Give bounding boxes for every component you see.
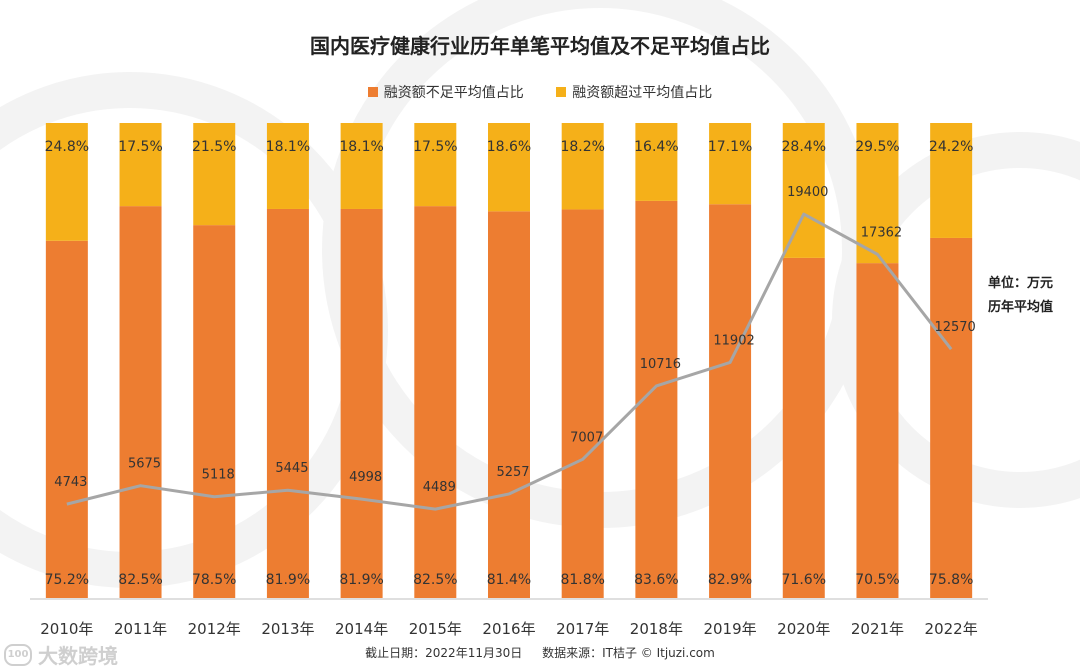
data-label-above-1: 17.5% [118, 139, 162, 155]
bar-segment-above-4 [340, 123, 383, 209]
legend-swatch-below-average [367, 87, 378, 97]
data-label-below-3: 81.9% [266, 572, 310, 588]
line-value-label-11: 17362 [861, 225, 902, 240]
bar-segment-above-9 [709, 123, 752, 205]
brand-name: 大数跨境 [38, 644, 118, 668]
x-tick-label-8: 2018年 [630, 620, 683, 638]
data-label-below-11: 70.5% [855, 572, 899, 588]
line-value-label-3: 5445 [275, 461, 308, 476]
x-tick-label-2: 2012年 [188, 620, 241, 638]
line-value-label-0: 4743 [54, 475, 87, 490]
line-value-label-1: 5675 [128, 457, 161, 472]
legend-item-below-average: 融资额不足平均值占比 [367, 82, 524, 102]
data-label-above-11: 29.5% [855, 139, 899, 155]
line-value-label-2: 5118 [202, 468, 235, 483]
line-value-label-8: 10716 [640, 357, 681, 372]
legend-swatch-above-average [556, 87, 567, 97]
bar-segment-below-12 [930, 237, 973, 598]
x-tick-label-11: 2021年 [851, 620, 904, 638]
data-label-above-10: 28.4% [782, 139, 826, 155]
data-label-below-5: 82.5% [413, 572, 457, 588]
data-label-above-7: 18.2% [560, 139, 604, 155]
footer: 截止日期：2022年11月30日 数据来源：IT桔子 © Itjuzi.com [0, 644, 1080, 661]
bar-segment-below-4 [340, 208, 383, 598]
bar-segment-below-3 [266, 208, 309, 598]
data-label-below-1: 82.5% [118, 572, 162, 588]
bar-segment-below-9 [709, 204, 752, 598]
line-value-label-4: 4998 [349, 470, 382, 485]
legend-label-below-average: 融资额不足平均值占比 [383, 85, 524, 101]
legend-label-above-average: 融资额超过平均值占比 [572, 85, 713, 101]
bar-segment-below-2 [193, 225, 236, 598]
side-note-series: 历年平均值 [988, 300, 1054, 315]
chart-title: 国内医疗健康行业历年单笔平均值及不足平均值占比 [310, 34, 770, 58]
x-tick-label-12: 2022年 [925, 620, 978, 638]
footer-date: 截止日期：2022年11月30日 [365, 646, 523, 660]
data-label-below-8: 83.6% [634, 572, 678, 588]
data-label-below-12: 75.8% [929, 572, 973, 588]
legend-item-above-average: 融资额超过平均值占比 [556, 82, 712, 102]
data-label-below-6: 81.4% [487, 572, 531, 588]
bar-segment-below-1 [119, 206, 162, 598]
data-label-above-5: 17.5% [413, 139, 457, 155]
x-tick-label-6: 2016年 [482, 620, 535, 638]
brand-logo: 100 大数跨境 [4, 640, 118, 669]
bar-segment-above-5 [414, 123, 457, 207]
bar-segment-above-0 [45, 123, 88, 241]
data-label-below-2: 78.5% [192, 572, 236, 588]
bar-segment-below-11 [856, 263, 899, 598]
data-label-above-8: 16.4% [634, 139, 678, 155]
bar-segment-above-2 [193, 123, 236, 226]
legend: 融资额不足平均值占比 融资额超过平均值占比 [0, 82, 1080, 102]
bar-segment-above-7 [561, 123, 604, 210]
data-label-above-0: 24.8% [45, 139, 89, 155]
data-label-below-0: 75.2% [45, 572, 89, 588]
side-note: 单位：万元 历年平均值 [988, 272, 1053, 320]
line-value-label-7: 7007 [570, 430, 603, 445]
line-value-label-5: 4489 [423, 480, 456, 495]
data-label-below-7: 81.8% [560, 572, 604, 588]
data-label-above-12: 24.2% [929, 139, 973, 155]
data-label-above-9: 17.1% [708, 139, 752, 155]
bar-segment-above-10 [782, 123, 825, 258]
side-note-unit: 单位：万元 [988, 276, 1054, 291]
data-label-below-9: 82.9% [708, 572, 752, 588]
x-tick-label-0: 2010年 [40, 620, 93, 638]
x-tick-label-5: 2015年 [409, 620, 462, 638]
x-tick-label-10: 2020年 [777, 620, 830, 638]
data-label-above-3: 18.1% [266, 139, 310, 155]
bar-segment-above-6 [488, 123, 530, 212]
line-value-label-9: 11902 [713, 333, 754, 348]
line-value-label-12: 12570 [934, 320, 975, 335]
data-label-above-4: 18.1% [339, 139, 383, 155]
bar-segment-below-7 [561, 209, 604, 598]
bar-segment-below-6 [488, 211, 530, 598]
footer-source: 数据来源：IT桔子 © Itjuzi.com [542, 646, 715, 660]
x-tick-label-4: 2014年 [335, 620, 388, 638]
x-tick-label-7: 2017年 [556, 620, 609, 638]
bar-segment-below-0 [45, 240, 88, 599]
data-label-above-2: 21.5% [192, 139, 236, 155]
x-tick-label-1: 2011年 [114, 620, 167, 638]
bar-segment-above-3 [266, 123, 309, 209]
x-tick-label-3: 2013年 [261, 620, 314, 638]
bar-segment-above-8 [635, 123, 678, 201]
data-label-above-6: 18.6% [487, 139, 531, 155]
bar-segment-below-10 [782, 257, 825, 598]
average-line [66, 212, 953, 511]
data-label-below-10: 71.6% [782, 572, 826, 588]
line-value-label-10: 19400 [787, 185, 828, 200]
data-label-below-4: 81.9% [339, 572, 383, 588]
x-tick-label-9: 2019年 [703, 620, 756, 638]
bar-segment-above-12 [930, 123, 973, 238]
brand-icon: 100 [4, 643, 32, 666]
bar-segment-above-11 [856, 123, 899, 264]
bar-segment-below-5 [414, 206, 457, 598]
line-value-label-6: 5257 [496, 465, 529, 480]
bar-segment-above-1 [119, 123, 162, 207]
